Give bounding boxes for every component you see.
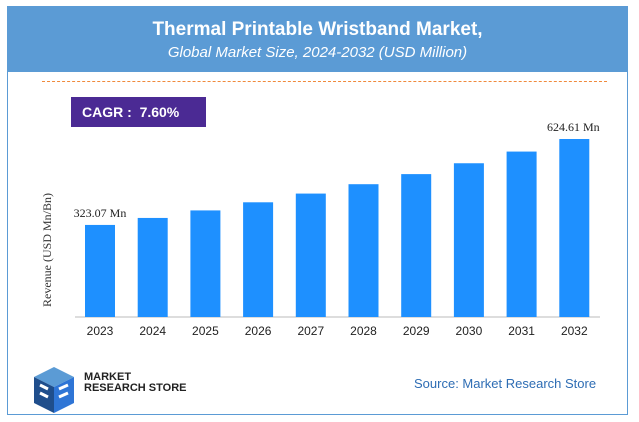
x-tick-2024: 2024 <box>139 324 166 338</box>
x-tick-2032: 2032 <box>561 324 588 338</box>
header-banner: Thermal Printable Wristband Market, Glob… <box>8 7 627 72</box>
x-tick-2023: 2023 <box>87 324 114 338</box>
logo-line2: RESEARCH STORE <box>84 382 187 394</box>
x-tick-2025: 2025 <box>192 324 219 338</box>
x-tick-2030: 2030 <box>456 324 483 338</box>
bar-2024 <box>137 217 168 317</box>
divider <box>42 81 607 82</box>
chart-title: Thermal Printable Wristband Market, <box>152 19 483 40</box>
y-axis-label: Revenue (USD Mn/Bn) <box>40 193 54 307</box>
x-tick-2026: 2026 <box>245 324 272 338</box>
bar-2029 <box>401 174 432 317</box>
bar-2032 <box>559 139 590 317</box>
logo-text: MARKET RESEARCH STORE <box>84 372 186 394</box>
data-label-2023: 323.07 Mn <box>74 206 127 220</box>
x-tick-2029: 2029 <box>403 324 430 338</box>
bar-2031 <box>506 151 537 317</box>
bar-2026 <box>243 202 274 317</box>
bar-2028 <box>348 184 379 317</box>
source-text: Source: Market Research Store <box>414 376 597 391</box>
cagr-value: 7.60% <box>139 104 180 120</box>
market-research-store-logo-icon <box>34 367 74 413</box>
data-label-2032: 624.61 Mn <box>547 120 600 134</box>
bar-2027 <box>295 193 326 317</box>
chart-frame <box>7 6 628 415</box>
cagr-badge: CAGR : 7.60% <box>71 97 206 127</box>
bar-2025 <box>190 210 221 317</box>
bar-2023 <box>85 224 115 317</box>
logo-line1: MARKET <box>84 371 132 383</box>
chart-subtitle: Global Market Size, 2024-2032 (USD Milli… <box>167 44 468 61</box>
x-tick-2028: 2028 <box>350 324 377 338</box>
cagr-label: CAGR : <box>82 104 132 120</box>
x-tick-2031: 2031 <box>508 324 535 338</box>
bar-2030 <box>453 163 484 317</box>
x-tick-2027: 2027 <box>297 324 324 338</box>
